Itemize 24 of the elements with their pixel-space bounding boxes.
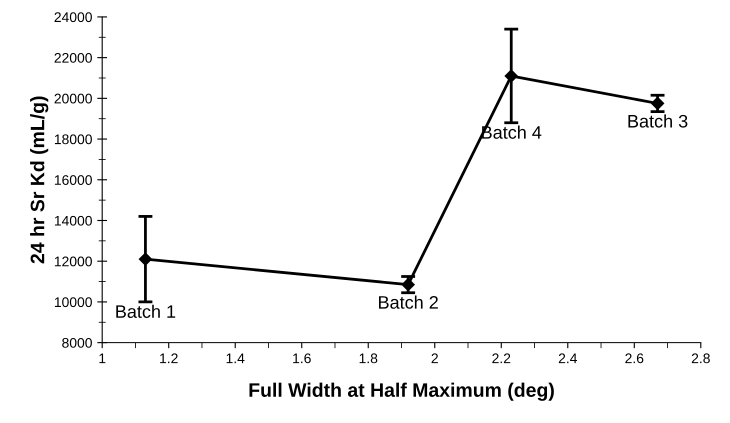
annotation: Batch 3: [628, 114, 688, 128]
y-tick-label: 10000: [54, 297, 92, 308]
x-tick-label: 1.4: [226, 354, 244, 364]
x-tick-label: 2: [432, 353, 438, 364]
y-axis-title: 24 hr Sr Kd (mL/g): [30, 96, 48, 264]
x-tick-label: 1.8: [360, 353, 378, 364]
x-axis-title: Full Width at Half Maximum (deg): [250, 382, 554, 401]
x-tick-label: 2.4: [558, 353, 578, 364]
x-tick-label: 1: [99, 354, 106, 364]
y-tick-label: 12000: [54, 256, 92, 266]
y-tick-label: 16000: [54, 175, 92, 185]
x-tick-label: 2.2: [492, 353, 510, 364]
y-tick-label: 20000: [54, 94, 92, 104]
y-tick-label: 18000: [54, 134, 92, 144]
x-tick-label: 1.2: [160, 353, 178, 364]
y-tick-label: 22000: [54, 52, 92, 63]
y-tick-label: 14000: [54, 216, 92, 226]
y-tick-label: 8000: [62, 338, 92, 348]
annotation: Batch 2: [379, 296, 438, 309]
x-tick-label: 2.8: [692, 353, 710, 364]
annotation: Batch 1: [116, 304, 176, 318]
x-tick-label: 2.6: [625, 353, 644, 364]
x-tick-label: 1.6: [293, 353, 311, 364]
y-tick-label: 24000: [54, 12, 92, 22]
